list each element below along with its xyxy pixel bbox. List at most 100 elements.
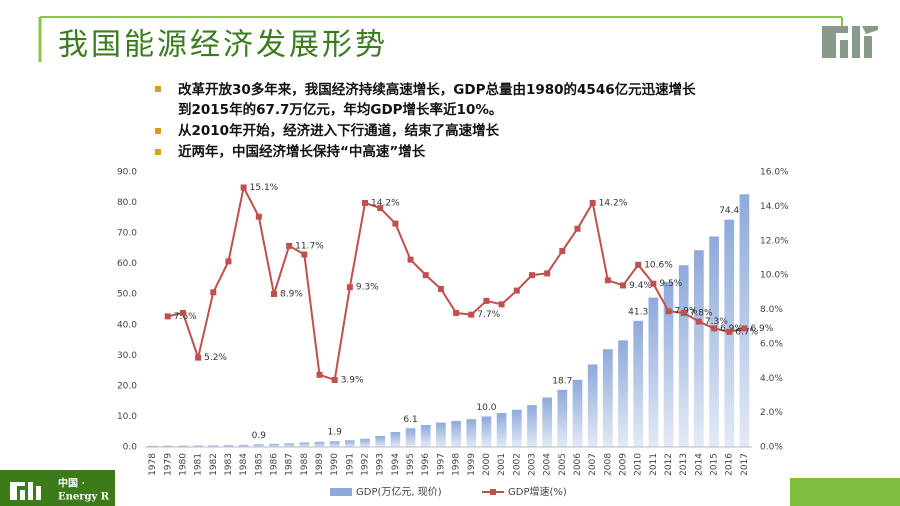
x-tick-label: 1985 (254, 453, 264, 476)
line-value-label: 9.5% (659, 279, 682, 289)
line-marker (210, 289, 217, 296)
bar (709, 236, 719, 447)
line-value-label: 9.3% (356, 283, 379, 293)
y2-tick-label: 12.0% (760, 236, 789, 246)
line-value-label: 11.7% (295, 241, 324, 251)
x-tick-label: 1995 (406, 453, 416, 476)
line-marker (346, 284, 353, 291)
bar (663, 282, 674, 447)
y-tick-label: 50.0 (117, 290, 137, 300)
line-marker (270, 291, 277, 298)
x-tick-label: 1990 (330, 453, 340, 476)
x-tick-label: 1980 (178, 453, 188, 476)
bar (511, 409, 522, 447)
bar (542, 397, 552, 447)
bar (208, 445, 219, 447)
bar-value-label: 0.9 (252, 431, 267, 441)
line-marker (635, 261, 642, 268)
line-marker (422, 272, 429, 279)
line-marker (316, 371, 323, 378)
line-marker (498, 301, 505, 308)
x-tick-label: 1993 (376, 453, 386, 476)
line-marker (453, 309, 460, 316)
y-tick-label: 30.0 (117, 351, 137, 361)
y2-tick-label: 10.0% (760, 271, 789, 281)
line-marker (589, 199, 596, 206)
line-marker (665, 308, 672, 315)
y-tick-label: 60.0 (117, 259, 137, 269)
bar (329, 441, 340, 447)
line-marker (377, 205, 384, 212)
bar (345, 440, 355, 447)
bar (648, 297, 659, 447)
x-tick-label: 2016 (725, 453, 735, 476)
x-tick-label: 1996 (421, 453, 431, 476)
x-tick-label: 2000 (482, 453, 492, 476)
line-marker (362, 199, 369, 206)
x-tick-label: 1978 (148, 453, 158, 476)
x-tick-label: 1987 (285, 453, 295, 476)
bar (618, 340, 628, 447)
bar (360, 438, 370, 447)
y2-tick-label: 6.0% (760, 339, 783, 349)
bullet-text: 从2010年开始，经济进入下行通道，结束了高速增长 (178, 122, 500, 139)
x-tick-label: 2007 (588, 453, 598, 476)
slide-title: 我国能源经济发展形势 (58, 28, 388, 63)
x-tick-label: 2004 (543, 453, 553, 476)
x-tick-label: 1983 (224, 453, 234, 476)
line-marker (225, 258, 232, 265)
line-marker (711, 325, 718, 332)
line-marker (513, 287, 520, 294)
bar (739, 194, 750, 447)
x-tick-label: 1994 (391, 453, 401, 476)
line-marker (650, 280, 657, 287)
y2-tick-label: 14.0% (760, 202, 789, 212)
bar (269, 443, 279, 447)
bar (694, 250, 704, 447)
y2-tick-label: 4.0% (760, 374, 783, 384)
line-value-label: 7.6% (174, 312, 197, 322)
line-marker (407, 256, 414, 263)
logo (822, 26, 878, 58)
line-value-label: 8.9% (280, 290, 303, 300)
legend-label: GDP(万亿元, 现价) (356, 485, 442, 498)
line-value-label: 14.2% (371, 198, 400, 208)
line-marker (301, 251, 308, 258)
footer-text: 中国 · (58, 477, 85, 490)
line-marker (437, 285, 444, 292)
x-tick-label: 2012 (664, 453, 674, 476)
x-tick-label: 2001 (497, 453, 507, 476)
footer-text: Energy R (58, 492, 110, 503)
bar (420, 425, 431, 447)
line-marker (741, 325, 748, 332)
line-marker (574, 225, 581, 232)
line-marker (179, 309, 186, 316)
x-tick-label: 2017 (740, 453, 750, 476)
bar (253, 444, 264, 447)
x-tick-label: 1992 (361, 453, 371, 476)
y2-tick-label: 2.0% (760, 408, 783, 418)
bar-value-label: 6.1 (403, 415, 417, 425)
x-tick-label: 1997 (436, 453, 446, 476)
bar (451, 421, 461, 447)
bar (314, 441, 325, 447)
line-marker (559, 248, 566, 255)
bar (496, 413, 507, 447)
bar (223, 445, 234, 447)
x-tick-label: 2005 (558, 453, 568, 476)
line-marker (331, 376, 338, 383)
line-marker (392, 220, 399, 227)
bar (633, 320, 644, 447)
x-tick-label: 1988 (300, 453, 310, 476)
y-tick-label: 10.0 (117, 412, 137, 422)
x-tick-label: 1986 (269, 453, 279, 476)
line-marker (240, 184, 247, 191)
bullet-marker (155, 128, 161, 134)
bar (193, 445, 203, 447)
line-marker (468, 311, 475, 318)
bar (602, 349, 613, 447)
y-tick-label: 70.0 (117, 229, 137, 239)
x-tick-label: 1981 (194, 453, 204, 476)
line-value-label: 14.2% (599, 198, 628, 208)
bullet-text: 近两年，中国经济增长保持“中高速”增长 (178, 143, 426, 160)
